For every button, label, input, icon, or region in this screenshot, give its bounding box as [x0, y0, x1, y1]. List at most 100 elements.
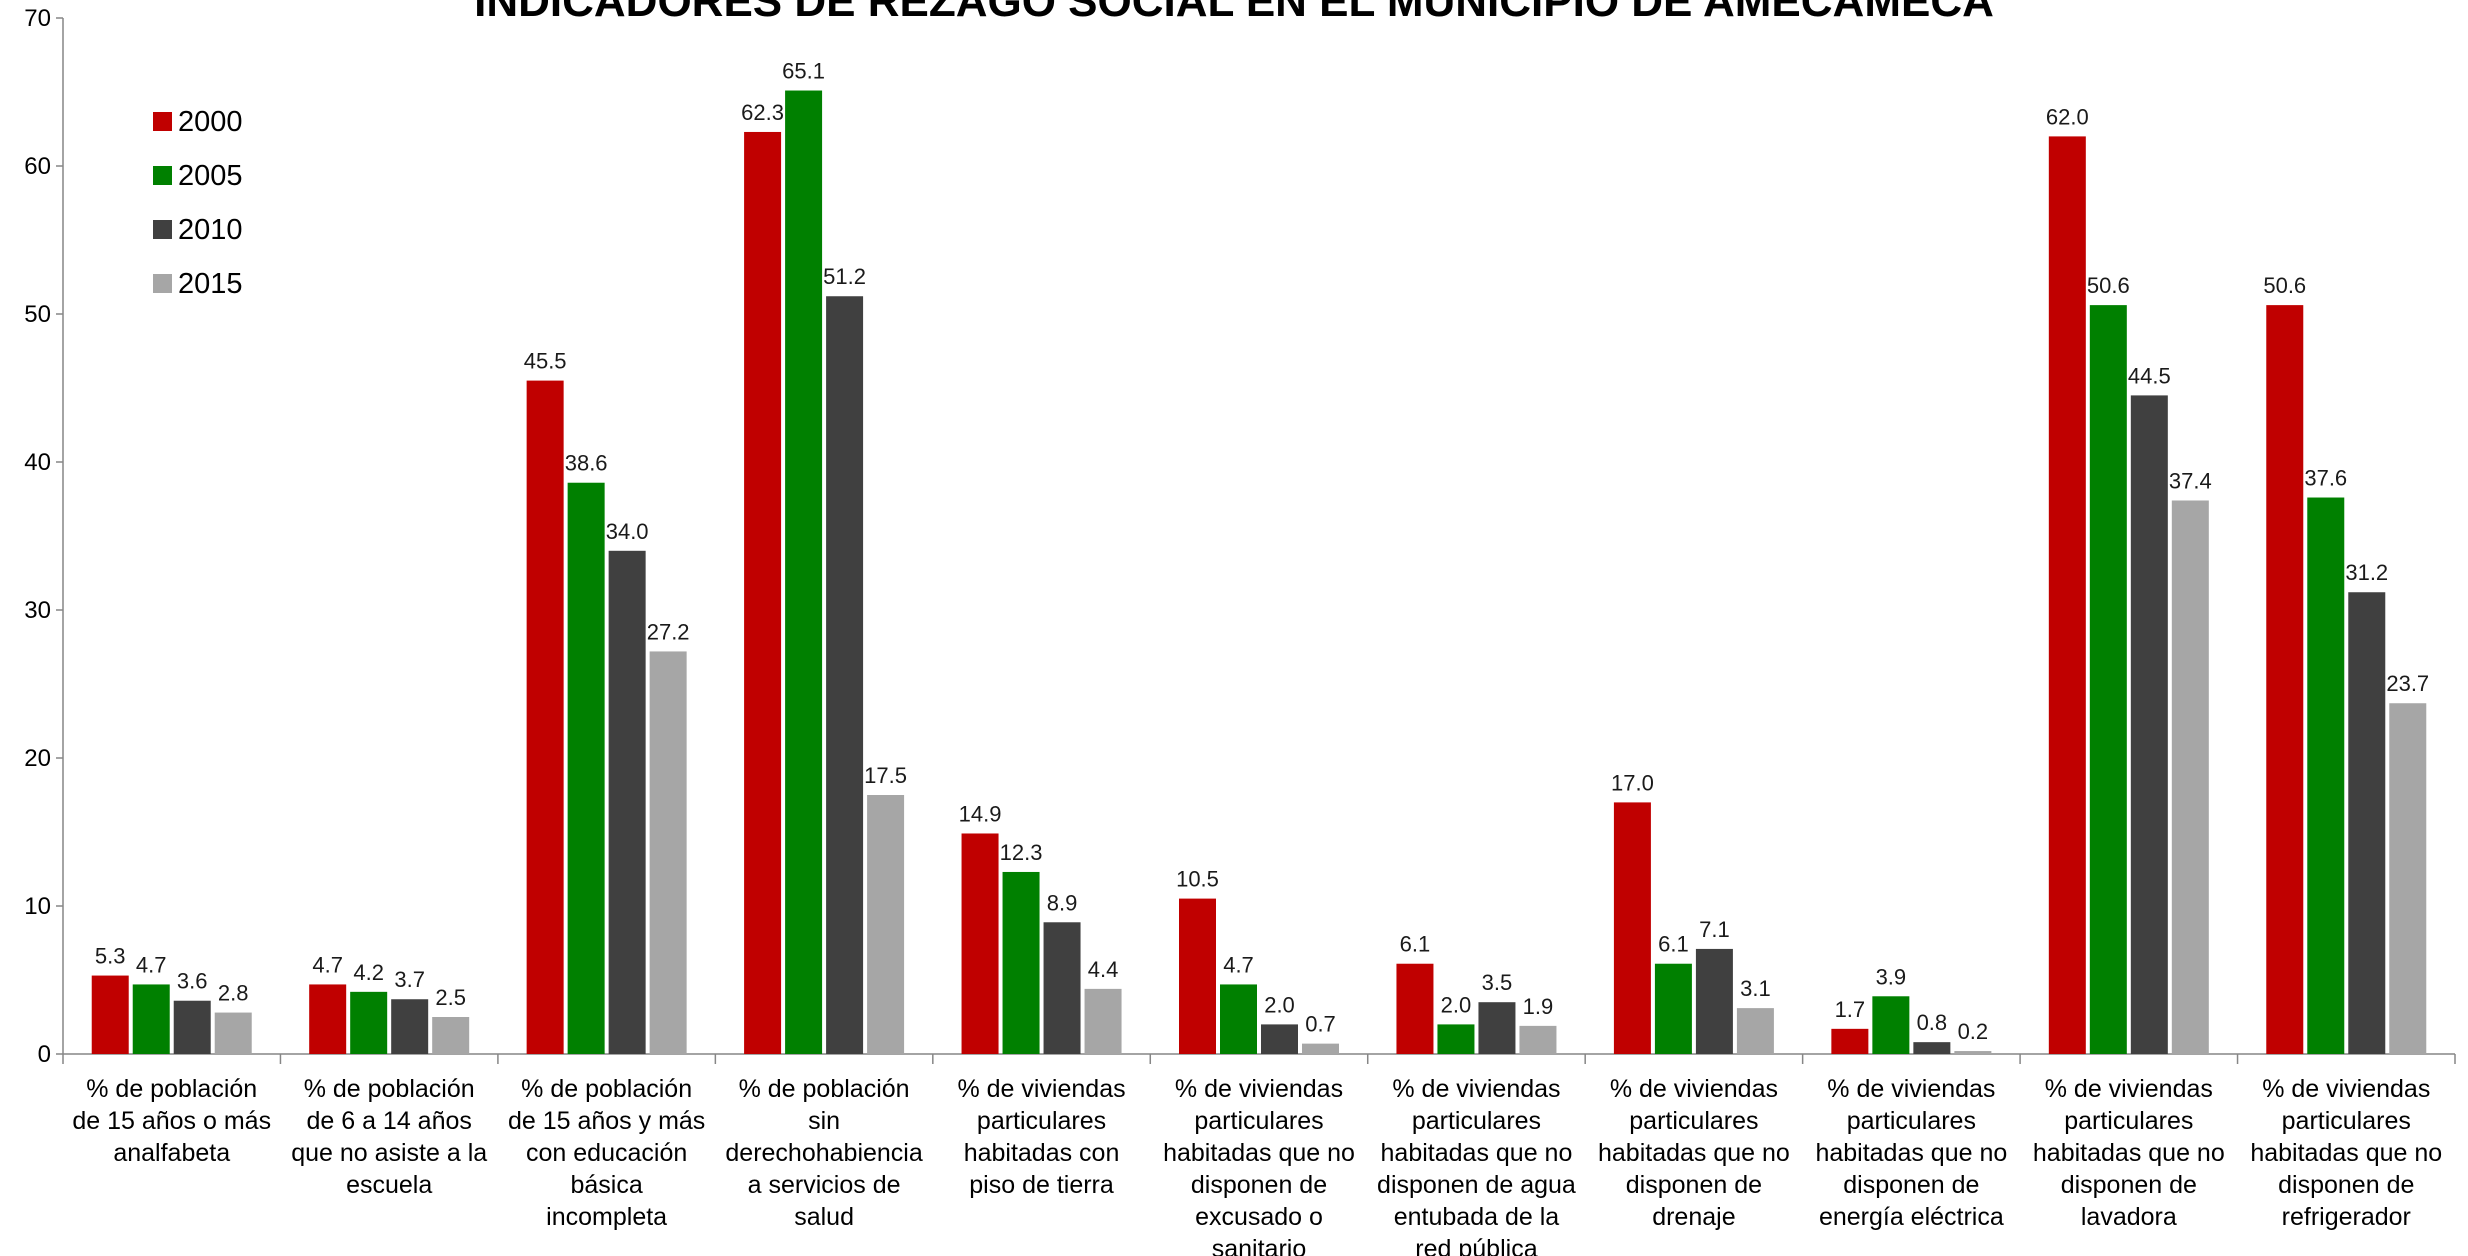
- category-label-line: % de población: [86, 1075, 257, 1103]
- data-label: 23.7: [2386, 671, 2429, 696]
- data-label: 8.9: [1047, 890, 1078, 915]
- legend-label: 2010: [178, 214, 243, 246]
- legend-swatch-2010: [153, 220, 172, 239]
- category-label-line: incompleta: [546, 1203, 667, 1231]
- data-label: 7.1: [1699, 917, 1730, 942]
- category-label-line: habitadas con: [964, 1139, 1120, 1167]
- category-label-line: % de población: [304, 1075, 475, 1103]
- bar-2005: [785, 90, 823, 1054]
- bar-2010: [608, 550, 646, 1054]
- bar-2005: [132, 984, 170, 1054]
- bar-2015: [867, 795, 905, 1054]
- y-tick-label: 30: [24, 597, 51, 624]
- category-label-line: a servicios de: [748, 1171, 901, 1199]
- category-label-line: particulares: [2064, 1107, 2193, 1135]
- category-label-line: sanitario: [1212, 1235, 1307, 1256]
- bar-2010: [1261, 1024, 1298, 1054]
- bar-2000: [309, 984, 347, 1054]
- data-label: 34.0: [606, 519, 649, 544]
- category-label-line: % de viviendas: [1827, 1075, 1995, 1103]
- data-label: 4.2: [353, 960, 384, 985]
- data-label: 38.6: [565, 451, 608, 476]
- data-label: 6.1: [1400, 932, 1431, 957]
- category-label-line: drenaje: [1652, 1203, 1735, 1231]
- data-label: 27.2: [647, 619, 690, 644]
- category-label-line: con educación: [526, 1139, 687, 1167]
- category-label: % de viviendas particulares habitadas que …: [1377, 1075, 1576, 1256]
- category-label-line: que no asiste a la: [291, 1139, 487, 1167]
- data-label: 17.0: [1611, 770, 1654, 795]
- category-label-line: particulares: [1847, 1107, 1976, 1135]
- category-label-line: particulares: [2282, 1107, 2411, 1135]
- y-tick-label: 10: [24, 893, 51, 920]
- category-label-line: % de viviendas: [1392, 1075, 1560, 1103]
- bar-2000: [2266, 305, 2304, 1054]
- category-label-line: habitadas que no: [1815, 1139, 2007, 1167]
- data-label: 4.7: [136, 952, 167, 977]
- bar-2015: [1084, 988, 1122, 1054]
- bar-2000: [744, 131, 782, 1054]
- bar-2000: [961, 833, 999, 1054]
- bar-2015: [1954, 1051, 1992, 1054]
- bar-2010: [1478, 1002, 1516, 1054]
- category-label-line: piso de tierra: [969, 1171, 1114, 1199]
- legend: 2000 2005 2010 2015: [153, 106, 243, 300]
- bar-2000: [91, 975, 129, 1054]
- data-label: 0.8: [1917, 1010, 1948, 1035]
- bar-2005: [1654, 963, 1692, 1054]
- data-labels: 5.3 4.7 45.5 62.3 14.9 10.5 6.1 17.0 1.7 62.0 50.6…: [95, 59, 2429, 1045]
- data-label: 65.1: [782, 59, 825, 84]
- data-label: 3.5: [1482, 970, 1513, 995]
- bar-2015: [1736, 1008, 1774, 1054]
- data-label: 17.5: [864, 763, 907, 788]
- data-label: 4.7: [312, 952, 343, 977]
- category-labels: % de población de 15 años o más analfabeta…: [72, 1075, 2442, 1256]
- data-label: 2.5: [435, 985, 466, 1010]
- category-label-line: % de viviendas: [2045, 1075, 2213, 1103]
- category-label-line: % de viviendas: [1610, 1075, 1778, 1103]
- bar-2005: [567, 482, 605, 1055]
- data-label: 6.1: [1658, 932, 1689, 957]
- bar-2010: [1913, 1042, 1951, 1054]
- legend-label: 2005: [178, 160, 243, 192]
- category-label-line: % de viviendas: [2262, 1075, 2430, 1103]
- data-label: 3.1: [1740, 976, 1771, 1001]
- category-label-line: habitadas que no: [1163, 1139, 1355, 1167]
- category-label-line: derechohabiencia: [725, 1139, 922, 1167]
- data-label: 3.7: [394, 967, 425, 992]
- category-label: % de población de 15 años y más con educac…: [508, 1075, 705, 1231]
- bar-2015: [2171, 500, 2209, 1055]
- category-label-line: escuela: [346, 1171, 432, 1199]
- bar-2005: [1437, 1024, 1475, 1054]
- bar-2015: [649, 651, 687, 1054]
- category-label-line: % de viviendas: [1175, 1075, 1343, 1103]
- bar-2010: [173, 1000, 211, 1054]
- category-label-line: % de población: [521, 1075, 692, 1103]
- category-label-line: analfabeta: [113, 1139, 230, 1167]
- bar-2005: [1002, 871, 1040, 1054]
- data-label: 31.2: [2345, 560, 2388, 585]
- category-label-line: excusado o: [1195, 1203, 1323, 1231]
- legend-label: 2000: [178, 106, 243, 138]
- legend-swatch-2000: [153, 112, 172, 131]
- category-label-line: habitadas que no: [2033, 1139, 2225, 1167]
- bar-2005: [350, 991, 388, 1054]
- y-tick-label: 40: [24, 449, 51, 476]
- data-label: 44.5: [2128, 363, 2171, 388]
- category-label: % de viviendas particulares habitadas que …: [2250, 1075, 2442, 1231]
- bar-2000: [526, 380, 564, 1055]
- category-label-line: de 15 años y más: [508, 1107, 705, 1135]
- data-label: 1.9: [1523, 994, 1554, 1019]
- data-label: 2.0: [1441, 992, 1472, 1017]
- bar-2010: [2348, 592, 2386, 1054]
- category-label-line: sin: [808, 1107, 840, 1135]
- category-label: % de viviendas particulares habitadas con p…: [957, 1075, 1125, 1199]
- category-label: % de viviendas particulares habitadas que …: [1598, 1075, 1790, 1231]
- category-label-line: particulares: [1194, 1107, 1323, 1135]
- data-label: 62.3: [741, 100, 784, 125]
- bar-2010: [1043, 922, 1081, 1054]
- bar-2005: [2089, 305, 2127, 1054]
- bar-2010: [1695, 948, 1733, 1054]
- y-tick-label: 70: [24, 5, 51, 32]
- data-label: 2.8: [218, 981, 249, 1006]
